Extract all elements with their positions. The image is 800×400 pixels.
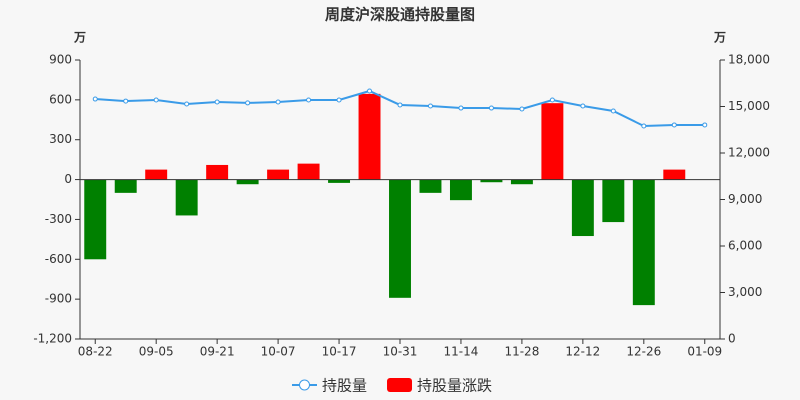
y-tick-label: -1,200 [33, 332, 72, 346]
legend-point [299, 379, 310, 391]
bar [84, 179, 107, 260]
y-tick-label: 900 [49, 53, 72, 67]
y2-tick-label: 3,000 [728, 285, 762, 299]
chart-title: 周度沪深股通持股量图 [325, 6, 475, 24]
y2-tick-label: 15,000 [728, 99, 770, 113]
y-unit: 万 [73, 31, 86, 45]
line-point [488, 105, 494, 111]
x-tick-label: 11-28 [504, 345, 539, 359]
line-point [153, 97, 159, 103]
line-point [336, 97, 342, 103]
bar [297, 163, 320, 180]
line-point [702, 122, 708, 128]
line-point [580, 103, 586, 109]
line-point [184, 101, 190, 107]
bar [328, 179, 351, 183]
y-tick-label: -600 [45, 252, 72, 266]
line-point [549, 97, 555, 103]
bar [206, 164, 229, 180]
line-point [427, 103, 433, 109]
x-tick-label: 10-31 [383, 345, 418, 359]
y-tick-label: 0 [64, 172, 72, 186]
line-point [610, 108, 616, 114]
y2-tick-label: 18,000 [728, 53, 770, 67]
line-point [275, 99, 281, 105]
x-tick-label: 09-05 [139, 345, 174, 359]
x-tick-label: 01-09 [687, 345, 722, 359]
line-point [123, 98, 129, 104]
bar [449, 179, 472, 201]
line-point [458, 105, 464, 111]
legend-swatch [387, 378, 413, 392]
line-point [397, 102, 403, 108]
bar [510, 179, 533, 185]
y-tick-label: -900 [45, 292, 72, 306]
line-point [245, 100, 251, 106]
bar [145, 169, 168, 180]
y2-unit: 万 [713, 31, 726, 45]
line-point [519, 106, 525, 112]
y-tick-label: 300 [49, 132, 72, 146]
bar [389, 179, 411, 298]
bar [632, 179, 655, 306]
y2-tick-label: 9,000 [728, 192, 762, 206]
bar [663, 169, 686, 180]
y-tick-label: 600 [49, 92, 72, 106]
legend-label: 持股量涨跌 [417, 377, 492, 395]
x-tick-label: 11-14 [444, 345, 479, 359]
line-point [92, 96, 98, 102]
bar [602, 179, 625, 223]
x-tick-label: 10-07 [261, 345, 296, 359]
bar [236, 179, 259, 185]
bar [571, 179, 594, 237]
line-point [214, 99, 220, 105]
line-point [367, 88, 373, 94]
legend-label: 持股量 [322, 377, 367, 395]
line-point [306, 97, 312, 103]
y2-tick-label: 0 [728, 332, 736, 346]
bar [541, 103, 564, 180]
x-tick-label: 10-17 [322, 345, 357, 359]
line-point [641, 123, 647, 129]
line-point [671, 122, 677, 128]
bar [267, 169, 290, 180]
x-tick-label: 12-26 [626, 345, 661, 359]
y2-tick-label: 12,000 [728, 146, 770, 160]
bar [480, 179, 503, 183]
x-tick-label: 12-12 [565, 345, 600, 359]
bar [175, 179, 198, 216]
y2-tick-label: 6,000 [728, 239, 762, 253]
x-tick-label: 08-22 [78, 345, 113, 359]
bar [419, 179, 442, 193]
bar [114, 179, 137, 193]
x-tick-label: 09-21 [200, 345, 235, 359]
bar [358, 93, 381, 180]
y-tick-label: -300 [45, 212, 72, 226]
